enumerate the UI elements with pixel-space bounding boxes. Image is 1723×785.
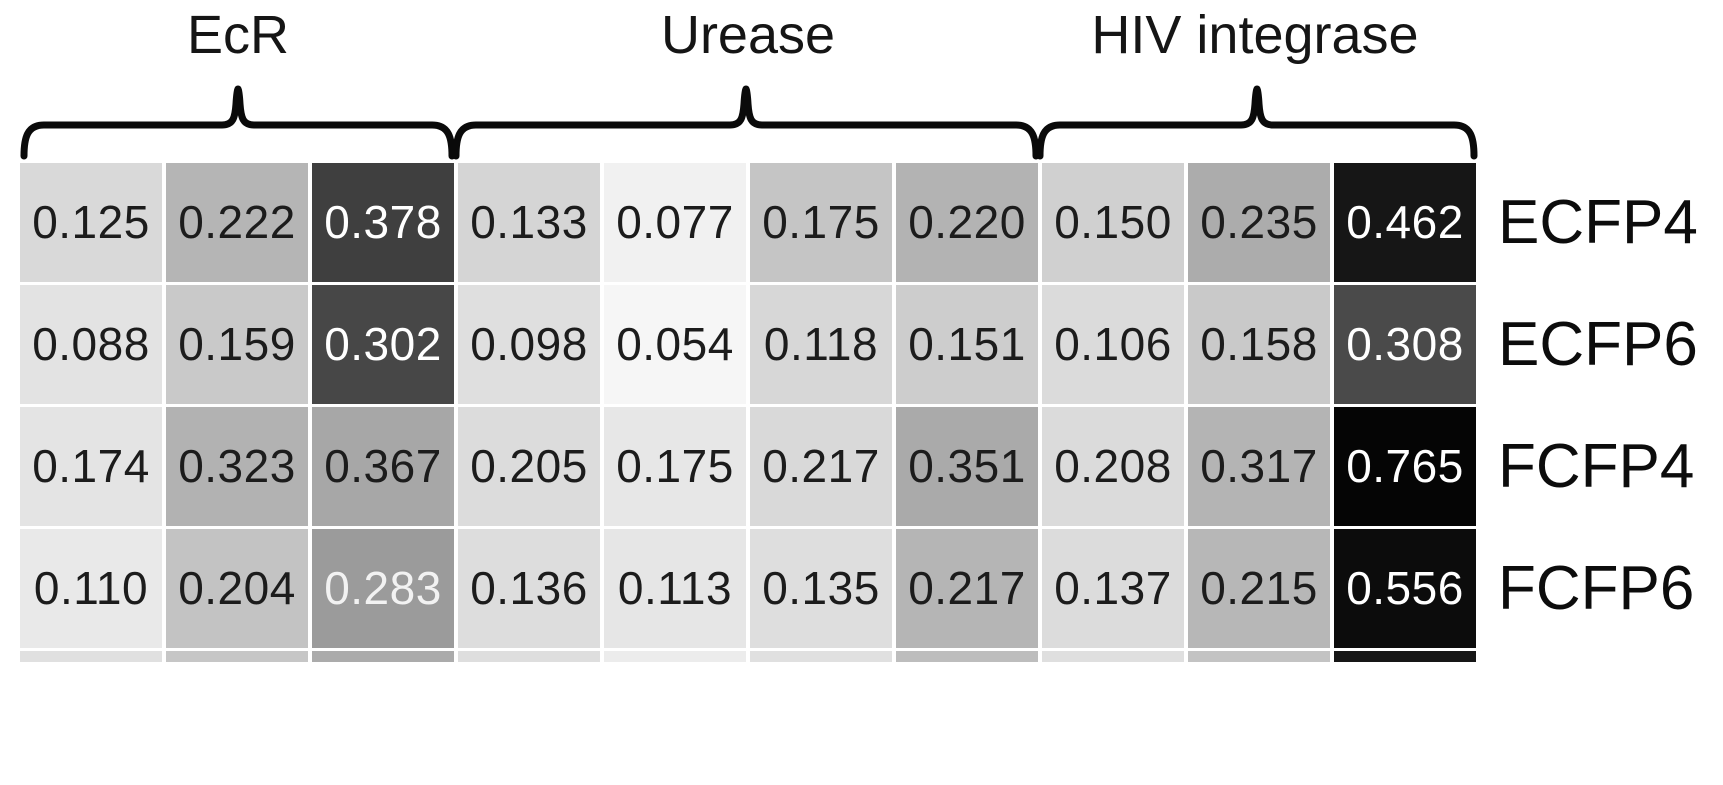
heatmap-cell: 0.317 <box>1188 407 1330 526</box>
brace-ecr <box>20 85 456 160</box>
heatmap-cell: 0.136 <box>458 529 600 648</box>
heatmap-cell: 0.098 <box>458 285 600 404</box>
row-label-fcfp4: FCFP4 <box>1498 432 1695 501</box>
heatmap-cell: 0.077 <box>604 163 746 282</box>
heatmap-cell: 0.137 <box>1042 529 1184 648</box>
heatmap-cell: 0.204 <box>166 529 308 648</box>
group-label-urease: Urease <box>660 5 836 65</box>
heatmap-cell: 0.308 <box>1334 285 1476 404</box>
strip-cell <box>166 651 308 662</box>
brace-hiv-integrase <box>1036 85 1478 160</box>
strip-cell <box>1042 651 1184 662</box>
heatmap-cell: 0.125 <box>20 163 162 282</box>
heatmap-cell: 0.175 <box>750 163 892 282</box>
cropped-next-row-strip <box>20 651 1476 662</box>
strip-cell <box>1334 651 1476 662</box>
strip-cell <box>458 651 600 662</box>
heatmap-cell: 0.174 <box>20 407 162 526</box>
group-label-hiv-integrase: HIV integrase <box>1091 5 1419 65</box>
heatmap-cell: 0.215 <box>1188 529 1330 648</box>
heatmap-cell: 0.151 <box>896 285 1038 404</box>
heatmap-cell: 0.133 <box>458 163 600 282</box>
heatmap-cell: 0.106 <box>1042 285 1184 404</box>
heatmap-grid: 0.125 0.222 0.378 0.133 0.077 0.175 0.22… <box>20 163 1476 648</box>
heatmap-cell: 0.159 <box>166 285 308 404</box>
strip-cell <box>1188 651 1330 662</box>
strip-cell <box>604 651 746 662</box>
heatmap-cell: 0.135 <box>750 529 892 648</box>
group-label-ecr: EcR <box>186 5 289 65</box>
heatmap-cell: 0.158 <box>1188 285 1330 404</box>
heatmap-cell: 0.556 <box>1334 529 1476 648</box>
heatmap-cell: 0.217 <box>896 529 1038 648</box>
heatmap-cell: 0.235 <box>1188 163 1330 282</box>
heatmap-cell: 0.208 <box>1042 407 1184 526</box>
heatmap-cell: 0.462 <box>1334 163 1476 282</box>
heatmap-cell: 0.323 <box>166 407 308 526</box>
strip-cell <box>750 651 892 662</box>
group-braces <box>20 85 1478 160</box>
heatmap-cell: 0.175 <box>604 407 746 526</box>
heatmap-cell: 0.220 <box>896 163 1038 282</box>
strip-cell <box>20 651 162 662</box>
heatmap-cell: 0.150 <box>1042 163 1184 282</box>
heatmap-cell: 0.765 <box>1334 407 1476 526</box>
heatmap-cell: 0.113 <box>604 529 746 648</box>
heatmap-cell: 0.351 <box>896 407 1038 526</box>
row-label-ecfp4: ECFP4 <box>1498 188 1698 257</box>
heatmap-cell: 0.110 <box>20 529 162 648</box>
strip-cell <box>896 651 1038 662</box>
heatmap-cell: 0.222 <box>166 163 308 282</box>
heatmap-cell: 0.217 <box>750 407 892 526</box>
heatmap-cell: 0.118 <box>750 285 892 404</box>
row-label-fcfp6: FCFP6 <box>1498 554 1695 623</box>
heatmap-cell: 0.283 <box>312 529 454 648</box>
heatmap-cell: 0.205 <box>458 407 600 526</box>
strip-cell <box>312 651 454 662</box>
brace-urease <box>452 85 1040 160</box>
row-label-ecfp6: ECFP6 <box>1498 310 1698 379</box>
heatmap-cell: 0.378 <box>312 163 454 282</box>
heatmap-cell: 0.302 <box>312 285 454 404</box>
heatmap-cell: 0.367 <box>312 407 454 526</box>
heatmap-cell: 0.088 <box>20 285 162 404</box>
heatmap-cell: 0.054 <box>604 285 746 404</box>
